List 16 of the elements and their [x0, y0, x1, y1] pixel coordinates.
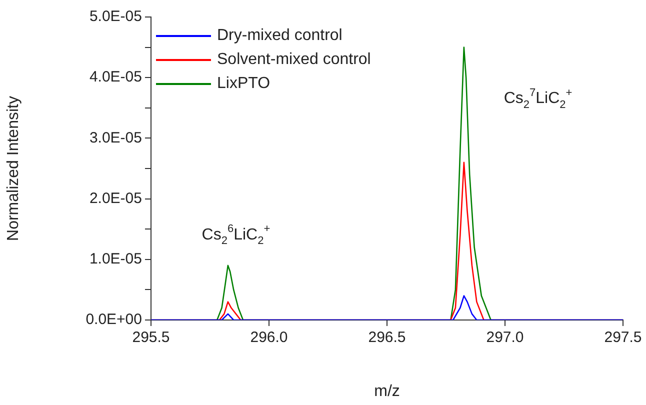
x-tick-label: 297.5 [604, 329, 642, 346]
legend-label: Dry-mixed control [217, 27, 342, 45]
y-tick-label: 5.0E-05 [89, 8, 142, 26]
x-tick-label: 296.5 [368, 329, 406, 346]
x-tick-label: 295.5 [132, 329, 170, 346]
x-tick-label: 296.0 [250, 329, 288, 346]
legend-label: LixPTO [217, 75, 270, 93]
x-axis-title: m/z [374, 382, 400, 400]
legend-label: Solvent-mixed control [217, 51, 371, 69]
y-tick-label: 1.0E-05 [89, 250, 142, 268]
y-tick-label: 3.0E-05 [89, 129, 142, 146]
y-tick-label: 0.0E+00 [86, 311, 142, 328]
y-axis-title: Normalized Intensity [5, 96, 22, 241]
y-tick-label: 4.0E-05 [89, 68, 142, 86]
x-tick-label: 297.0 [486, 329, 524, 346]
y-tick-label: 2.0E-05 [89, 190, 142, 207]
